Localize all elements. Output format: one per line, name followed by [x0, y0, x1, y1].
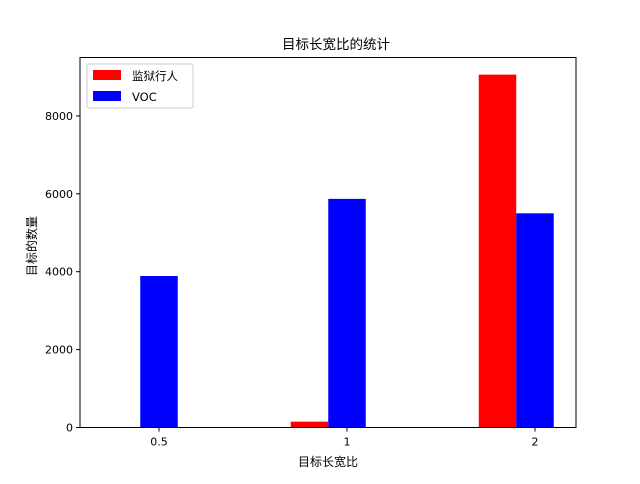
chart-title: 目标长宽比的统计 — [282, 36, 390, 53]
legend: 监狱行人 VOC — [86, 63, 194, 109]
x-tick-label-2: 2 — [532, 436, 539, 449]
bar-voc-2 — [516, 213, 554, 428]
x-tick-label-0: 0.5 — [150, 436, 168, 449]
ticks-layer: 0.5 1 2 0 2000 4000 6000 8000 — [45, 110, 539, 449]
legend-label-voc: VOC — [132, 90, 157, 104]
x-tick-label-1: 1 — [344, 436, 351, 449]
legend-swatch-voc — [93, 91, 121, 101]
bar-prison-pedestrian-2 — [478, 74, 517, 428]
y-axis-label: 目标的数量 — [24, 216, 39, 276]
y-tick-label-3: 6000 — [45, 188, 73, 201]
bar-voc-1 — [328, 198, 366, 428]
legend-swatch-prison-pedestrian — [93, 70, 121, 80]
bars-layer — [140, 74, 554, 428]
y-tick-label-0: 0 — [66, 422, 73, 435]
bar-voc-0 — [140, 275, 178, 428]
legend-label-prison-pedestrian: 监狱行人 — [132, 69, 178, 83]
y-tick-label-4: 8000 — [45, 110, 73, 123]
plot-frame — [79, 57, 577, 428]
y-tick-label-1: 2000 — [45, 344, 73, 357]
bar-prison-pedestrian-1 — [290, 421, 329, 428]
y-tick-label-2: 4000 — [45, 266, 73, 279]
x-axis-label: 目标长宽比 — [298, 454, 358, 469]
